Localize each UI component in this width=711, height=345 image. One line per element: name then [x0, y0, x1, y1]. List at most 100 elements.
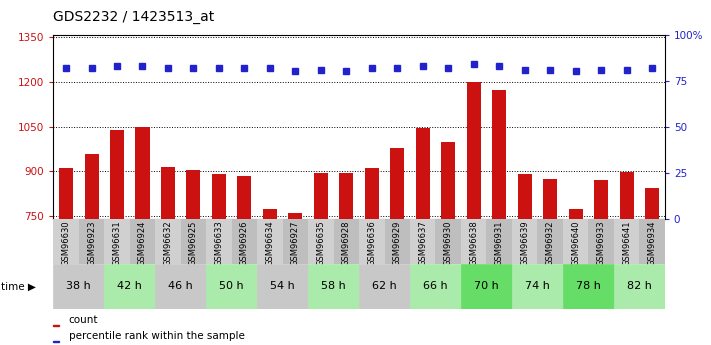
Bar — [466, 82, 481, 219]
Text: GSM96630: GSM96630 — [62, 220, 70, 266]
Bar — [85, 154, 99, 219]
Bar — [129, 219, 155, 264]
Bar — [569, 209, 582, 219]
Bar — [105, 264, 155, 309]
Bar — [512, 264, 563, 309]
Bar — [589, 219, 614, 264]
Bar — [289, 213, 302, 219]
Text: GSM96930: GSM96930 — [444, 220, 453, 266]
Bar — [512, 219, 538, 264]
Text: time ▶: time ▶ — [1, 282, 36, 291]
Bar — [339, 173, 353, 219]
Text: GSM96925: GSM96925 — [189, 220, 198, 266]
Bar — [79, 219, 105, 264]
Text: GSM96631: GSM96631 — [112, 220, 122, 266]
Text: GSM96638: GSM96638 — [469, 220, 479, 266]
Text: GSM96640: GSM96640 — [571, 220, 580, 266]
Bar — [314, 173, 328, 219]
Bar — [614, 264, 665, 309]
Bar — [518, 175, 532, 219]
Text: percentile rank within the sample: percentile rank within the sample — [68, 331, 245, 341]
Bar — [110, 130, 124, 219]
Text: GSM96924: GSM96924 — [138, 220, 147, 266]
Bar — [359, 219, 385, 264]
Bar — [59, 168, 73, 219]
Bar — [212, 174, 226, 219]
Bar — [237, 176, 252, 219]
Bar — [645, 188, 659, 219]
Bar — [232, 219, 257, 264]
Bar — [563, 264, 614, 309]
Bar — [486, 219, 512, 264]
Bar — [257, 219, 283, 264]
Text: GSM96634: GSM96634 — [265, 220, 274, 266]
Bar — [563, 219, 589, 264]
Bar — [181, 219, 206, 264]
Bar — [308, 264, 359, 309]
Text: count: count — [68, 315, 98, 325]
Bar — [619, 172, 634, 219]
Text: GSM96636: GSM96636 — [368, 220, 376, 266]
Text: GSM96932: GSM96932 — [545, 220, 555, 266]
Bar — [283, 219, 308, 264]
Bar — [53, 219, 79, 264]
Bar — [365, 168, 379, 219]
Text: 70 h: 70 h — [474, 282, 499, 291]
Text: GSM96931: GSM96931 — [495, 220, 503, 266]
Text: 74 h: 74 h — [525, 282, 550, 291]
Text: GSM96633: GSM96633 — [215, 220, 223, 266]
Bar — [186, 170, 201, 219]
Bar — [263, 209, 277, 219]
Bar — [538, 219, 563, 264]
Bar — [136, 127, 149, 219]
Bar — [442, 142, 455, 219]
Text: GSM96928: GSM96928 — [342, 220, 351, 266]
Bar — [492, 90, 506, 219]
Bar — [155, 264, 206, 309]
Text: GSM96927: GSM96927 — [291, 220, 300, 266]
Bar — [543, 179, 557, 219]
Text: 62 h: 62 h — [372, 282, 397, 291]
Bar — [308, 219, 333, 264]
Bar — [206, 219, 232, 264]
Bar — [461, 219, 486, 264]
Bar — [155, 219, 181, 264]
Bar — [53, 325, 59, 326]
Text: GSM96933: GSM96933 — [597, 220, 606, 266]
Text: GSM96929: GSM96929 — [392, 220, 402, 266]
Bar — [410, 264, 461, 309]
Text: GSM96934: GSM96934 — [648, 220, 656, 266]
Text: 82 h: 82 h — [627, 282, 652, 291]
Text: 42 h: 42 h — [117, 282, 142, 291]
Bar — [594, 180, 608, 219]
Text: 38 h: 38 h — [66, 282, 91, 291]
Text: GSM96635: GSM96635 — [316, 220, 326, 266]
Text: 78 h: 78 h — [576, 282, 601, 291]
Text: GSM96923: GSM96923 — [87, 220, 96, 266]
Text: GSM96926: GSM96926 — [240, 220, 249, 266]
Text: GSM96639: GSM96639 — [520, 220, 529, 266]
Bar — [257, 264, 308, 309]
Bar — [385, 219, 410, 264]
Bar — [359, 264, 410, 309]
Bar — [53, 264, 105, 309]
Bar — [435, 219, 461, 264]
Text: 58 h: 58 h — [321, 282, 346, 291]
Bar — [333, 219, 359, 264]
Bar — [161, 167, 175, 219]
Bar — [614, 219, 639, 264]
Text: GSM96632: GSM96632 — [164, 220, 173, 266]
Bar — [390, 148, 405, 219]
Text: 54 h: 54 h — [270, 282, 295, 291]
Text: GDS2232 / 1423513_at: GDS2232 / 1423513_at — [53, 10, 215, 24]
Text: 50 h: 50 h — [220, 282, 244, 291]
Bar — [53, 341, 59, 342]
Text: 46 h: 46 h — [169, 282, 193, 291]
Text: 66 h: 66 h — [423, 282, 448, 291]
Text: GSM96641: GSM96641 — [622, 220, 631, 266]
Text: GSM96637: GSM96637 — [418, 220, 427, 266]
Bar — [105, 219, 129, 264]
Bar — [639, 219, 665, 264]
Bar — [410, 219, 435, 264]
Bar — [416, 128, 429, 219]
